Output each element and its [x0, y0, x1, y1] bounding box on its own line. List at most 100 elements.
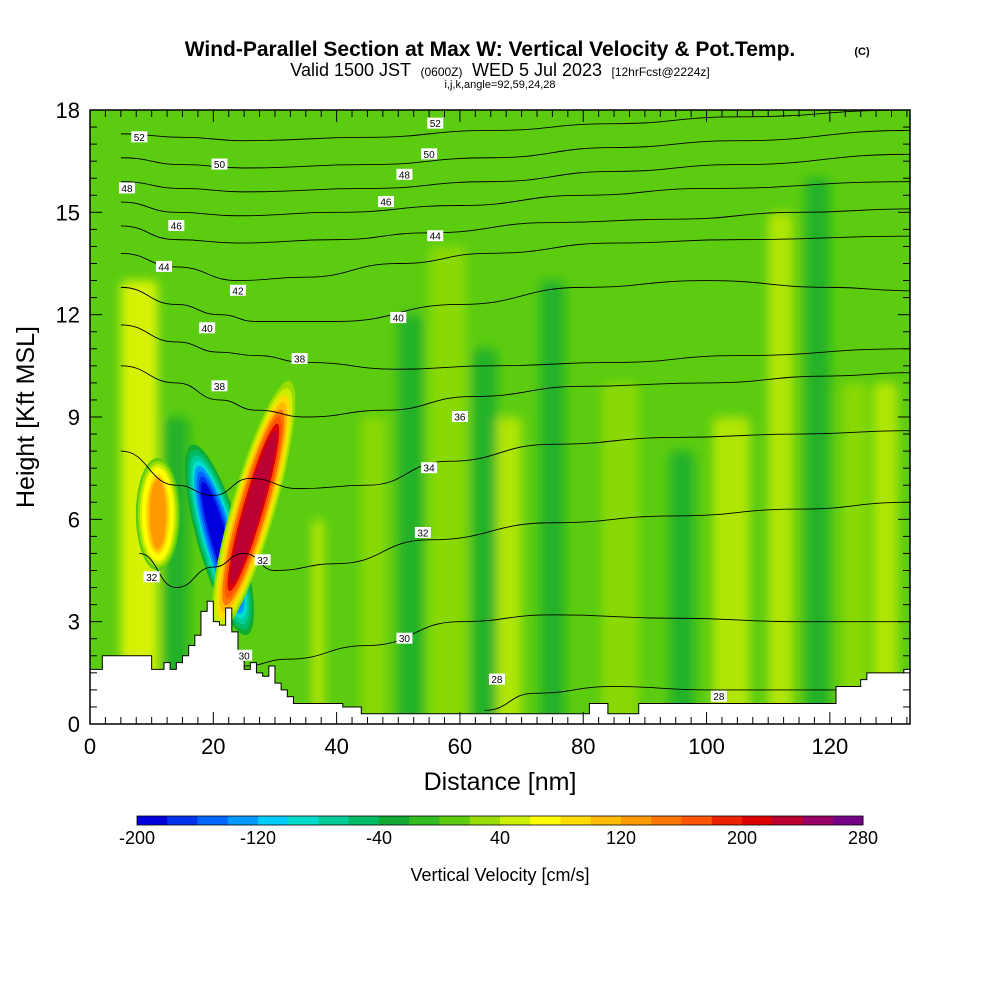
- label-text: 44: [158, 262, 170, 273]
- isentrope-label-34: 34: [421, 462, 438, 475]
- label-text: 32: [146, 573, 158, 584]
- isentrope-label-38: 38: [291, 353, 308, 366]
- label-box: [377, 196, 394, 208]
- shading-band: [842, 382, 867, 724]
- isentrope-label-40: 40: [390, 312, 407, 325]
- label-text: 50: [214, 160, 226, 171]
- colorbar-swatch: [711, 816, 743, 825]
- terrain-mask: [90, 600, 910, 724]
- colorbar-swatch: [227, 816, 259, 825]
- shading-band: [496, 417, 522, 724]
- colorbar-swatch: [772, 816, 803, 825]
- x-axis-label: Distance [nm]: [424, 768, 577, 796]
- x-tick-label: 20: [201, 734, 225, 759]
- colorbar-swatch: [318, 816, 350, 825]
- isentrope-38: [120, 324, 910, 370]
- colorbar: -200 -120 -40 40 120 200 280: [119, 815, 878, 848]
- y-tick-label: 18: [56, 98, 80, 123]
- y-tick-label: 15: [56, 200, 80, 225]
- subtitle-utc: (0600Z): [420, 65, 462, 79]
- label-text: 28: [491, 675, 503, 686]
- shading-band: [712, 417, 750, 724]
- isentrope-label-32: 32: [414, 526, 431, 539]
- colorbar-swatch: [439, 816, 471, 825]
- colorbar-swatch: [621, 816, 652, 825]
- y-tick-label: 0: [68, 712, 80, 737]
- label-text: 48: [399, 170, 411, 181]
- label-box: [421, 462, 438, 474]
- feature-updraft: [230, 430, 277, 584]
- x-tick-label: 60: [448, 734, 472, 759]
- label-box: [427, 117, 444, 129]
- label-box: [427, 230, 444, 242]
- label-text: 46: [380, 198, 392, 209]
- isentrope-label-46: 46: [377, 196, 394, 209]
- label-box: [291, 353, 308, 365]
- label-box: [211, 158, 228, 170]
- velocity-shading: [120, 178, 898, 724]
- isentrope-36: [120, 365, 910, 418]
- colorbar-frame: [136, 815, 864, 826]
- label-text: 30: [399, 634, 411, 645]
- isentrope-label-42: 42: [229, 284, 246, 297]
- label-text: 50: [424, 150, 436, 161]
- label-text: 42: [232, 286, 244, 297]
- colorbar-tick-label: 200: [727, 828, 757, 848]
- isentrope-40: [120, 280, 910, 322]
- shading-band: [398, 314, 423, 724]
- label-box: [390, 312, 407, 324]
- colorbar-swatch: [560, 816, 592, 825]
- label-box: [168, 219, 185, 231]
- isentrope-label-30: 30: [236, 649, 253, 662]
- label-text: 32: [257, 556, 269, 567]
- isentrope-label-36: 36: [451, 411, 468, 424]
- shading-band: [429, 246, 467, 724]
- label-box: [155, 260, 172, 272]
- colorbar-swatch: [137, 816, 168, 825]
- isentrope-48: [120, 153, 910, 193]
- colorbar-tick-label: -40: [366, 828, 392, 848]
- label-box: [710, 690, 727, 702]
- isentrope-label-44: 44: [427, 230, 444, 243]
- colorbar-tick-label: 40: [490, 828, 510, 848]
- x-tick-label: 120: [811, 734, 848, 759]
- x-tick-label: 80: [571, 734, 595, 759]
- colorbar-swatch: [258, 816, 289, 825]
- title-mark: (C): [854, 46, 870, 58]
- colorbar-swatch: [651, 816, 682, 825]
- colorbar-swatch: [288, 816, 319, 825]
- isentrope-label-48: 48: [118, 182, 135, 195]
- label-box: [414, 526, 431, 538]
- shading-band: [540, 280, 565, 724]
- shading-band: [768, 212, 793, 724]
- label-box: [131, 131, 148, 143]
- isentrope-42: [120, 235, 910, 282]
- label-text: 32: [417, 528, 429, 539]
- label-text: 36: [454, 413, 466, 424]
- subtitle-forecast: [12hrFcst@2224z]: [611, 65, 709, 79]
- shading-band: [472, 348, 497, 724]
- label-text: 38: [294, 355, 306, 366]
- colorbar-tick-label: -200: [119, 828, 155, 848]
- grid-indices: i,j,k,angle=92,59,24,28: [444, 79, 555, 91]
- colorbar-swatch: [802, 816, 834, 825]
- colorbar-swatch: [348, 816, 380, 825]
- isentrope-label-32: 32: [254, 554, 271, 567]
- label-text: 30: [239, 651, 251, 662]
- isentrope-label-38: 38: [211, 380, 228, 393]
- colorbar-swatch: [197, 816, 229, 825]
- isentrope-label-28: 28: [488, 673, 505, 686]
- label-text: 48: [121, 184, 133, 195]
- shading-band: [805, 178, 830, 724]
- subtitle-valid: Valid 1500 JST: [290, 60, 411, 80]
- shading-band: [361, 417, 386, 724]
- colorbar-swatch: [530, 816, 561, 825]
- label-text: 44: [430, 232, 442, 243]
- label-text: 40: [202, 324, 214, 335]
- label-box: [451, 411, 468, 422]
- label-box: [254, 554, 271, 566]
- label-box: [118, 182, 135, 194]
- colorbar-swatch: [742, 816, 773, 825]
- isentrope-label-48: 48: [396, 168, 413, 181]
- isentrope-50: [120, 130, 910, 169]
